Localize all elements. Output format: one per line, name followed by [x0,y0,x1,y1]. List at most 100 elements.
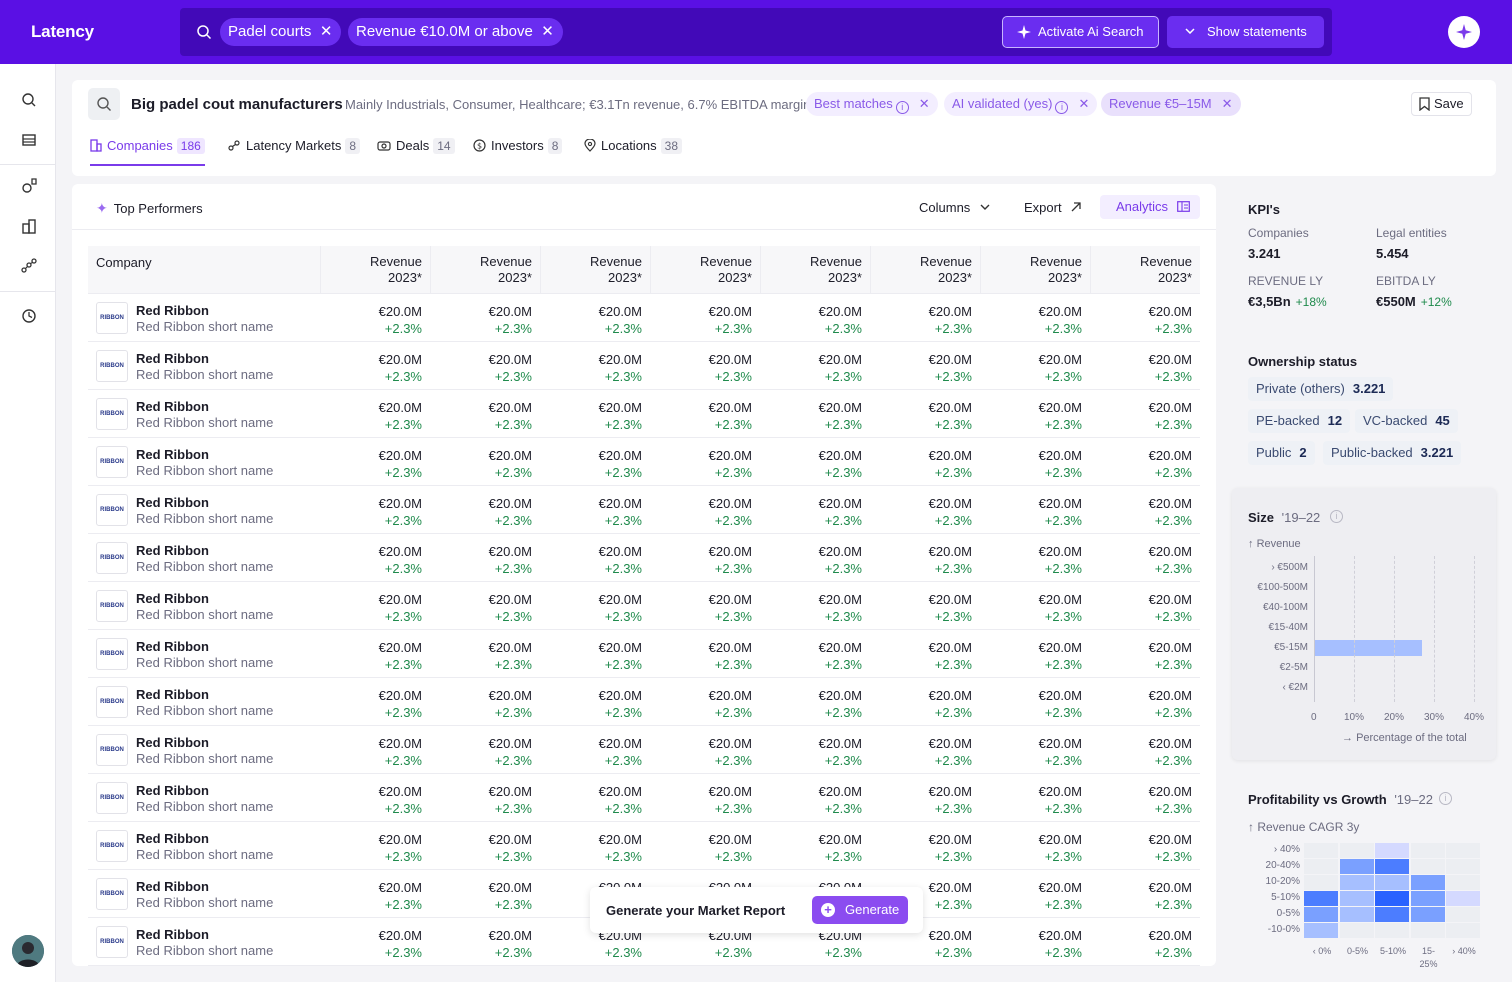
tab-locations[interactable]: Locations 38 [584,138,683,166]
heatmap-cell[interactable] [1375,891,1409,906]
column-header-revenue[interactable]: Revenue 2023* [430,246,540,294]
query-search-button[interactable] [88,88,120,120]
column-header-revenue[interactable]: Revenue 2023* [540,246,650,294]
company-name[interactable]: Red Ribbon [136,783,209,798]
heatmap-cell[interactable] [1410,923,1445,938]
search-chip-padel-courts[interactable]: Padel courts ✕ [220,18,342,46]
heatmap-cell[interactable] [1375,843,1409,858]
heatmap-cell[interactable] [1339,923,1374,938]
ownership-chip[interactable]: Public 2 [1248,441,1315,465]
save-button[interactable]: Save [1411,92,1472,116]
heatmap-cell[interactable] [1339,891,1374,906]
table-row[interactable]: RIBBON Red Ribbon Red Ribbon short name €20… [88,870,1200,918]
ownership-chip[interactable]: VC-backed 45 [1355,409,1458,433]
close-icon[interactable]: ✕ [319,23,333,40]
heatmap-cell[interactable] [1446,891,1480,906]
filter-chip-revenue[interactable]: Revenue €5–15M ✕ [1101,92,1241,116]
table-row[interactable]: RIBBON Red Ribbon Red Ribbon short name €20… [88,486,1200,534]
company-name[interactable]: Red Ribbon [136,351,209,366]
heatmap-cell[interactable] [1304,859,1338,874]
column-header-revenue[interactable]: Revenue 2023* [1090,246,1200,294]
top-performers-sort[interactable]: ✦ Top Performers [96,200,203,217]
columns-button[interactable]: Columns [919,200,990,215]
table-row[interactable]: RIBBON Red Ribbon Red Ribbon short name €20… [88,726,1200,774]
heatmap-cell[interactable] [1410,891,1445,906]
heatmap-cell[interactable] [1375,907,1409,922]
heatmap-cell[interactable] [1410,859,1445,874]
close-icon[interactable]: ✕ [918,96,930,111]
heatmap-cell[interactable] [1375,859,1409,874]
app-logo[interactable]: Latency [31,22,94,41]
analytics-button[interactable]: Analytics [1100,195,1200,219]
heatmap-cell[interactable] [1446,843,1480,858]
table-row[interactable]: RIBBON Red Ribbon Red Ribbon short name €20… [88,630,1200,678]
table-row[interactable]: RIBBON Red Ribbon Red Ribbon short name €20… [88,534,1200,582]
company-name[interactable]: Red Ribbon [136,399,209,414]
user-avatar[interactable] [12,935,44,967]
column-header-revenue[interactable]: Revenue 2023* [980,246,1090,294]
filter-chip-best-matches[interactable]: Best matches i ✕ [806,92,938,116]
close-icon[interactable]: ✕ [1078,96,1090,111]
company-name[interactable]: Red Ribbon [136,447,209,462]
heatmap-cell[interactable] [1375,875,1409,890]
heatmap-cell[interactable] [1304,907,1338,922]
heatmap-cell[interactable] [1339,859,1374,874]
heatmap-cell[interactable] [1410,875,1445,890]
company-name[interactable]: Red Ribbon [136,735,209,750]
company-name[interactable]: Red Ribbon [136,303,209,318]
company-name[interactable]: Red Ribbon [136,927,209,942]
company-name[interactable]: Red Ribbon [136,591,209,606]
info-icon[interactable]: i [1330,510,1343,523]
company-name[interactable]: Red Ribbon [136,495,209,510]
column-header-revenue[interactable]: Revenue 2023* [320,246,430,294]
heatmap-cell[interactable] [1375,923,1409,938]
tab-latency-markets[interactable]: Latency Markets 8 [228,138,361,166]
search-icon[interactable] [20,91,38,109]
size-chart-bar[interactable] [1314,640,1422,656]
close-icon[interactable]: ✕ [541,23,554,40]
tab-deals[interactable]: Deals 14 [377,138,455,166]
heatmap-cell[interactable] [1446,859,1480,874]
close-icon[interactable]: ✕ [1221,96,1233,111]
company-name[interactable]: Red Ribbon [136,831,209,846]
ownership-chip[interactable]: PE-backed 12 [1248,409,1351,433]
heatmap-cell[interactable] [1339,843,1374,858]
table-row[interactable]: RIBBON Red Ribbon Red Ribbon short name €20… [88,582,1200,630]
heatmap-cell[interactable] [1446,923,1480,938]
tab-companies[interactable]: Companies 186 [90,138,205,166]
company-name[interactable]: Red Ribbon [136,879,209,894]
heatmap-cell[interactable] [1446,875,1480,890]
heatmap-cell[interactable] [1304,891,1338,906]
company-name[interactable]: Red Ribbon [136,687,209,702]
table-row[interactable]: RIBBON Red Ribbon Red Ribbon short name €20… [88,774,1200,822]
heatmap-cell[interactable] [1339,875,1374,890]
info-icon[interactable]: i [1055,101,1069,114]
network-icon[interactable] [20,257,38,275]
company-name[interactable]: Red Ribbon [136,543,209,558]
info-icon[interactable]: i [895,101,909,114]
column-header-revenue[interactable]: Revenue 2023* [650,246,760,294]
list-icon[interactable] [20,131,38,149]
people-search-icon[interactable] [20,177,38,195]
heatmap-cell[interactable] [1304,923,1338,938]
heatmap-cell[interactable] [1410,843,1445,858]
ownership-chip[interactable]: Public-backed 3.221 [1323,441,1462,465]
column-header-revenue[interactable]: Revenue 2023* [870,246,980,294]
ownership-chip[interactable]: Private (others) 3.221 [1248,377,1394,401]
buildings-icon[interactable] [20,217,38,235]
filter-chip-ai-validated[interactable]: AI validated (yes) i ✕ [944,92,1098,116]
table-row[interactable]: RIBBON Red Ribbon Red Ribbon short name €20… [88,342,1200,390]
assistant-button[interactable] [1448,16,1480,48]
activate-ai-search-button[interactable]: Activate Ai Search [1002,16,1159,48]
generate-button[interactable]: + Generate [812,896,908,924]
history-icon[interactable] [20,307,38,325]
heatmap-cell[interactable] [1339,907,1374,922]
heatmap-cell[interactable] [1446,907,1480,922]
tab-investors[interactable]: $ Investors 8 [473,138,563,166]
heatmap-cell[interactable] [1304,875,1338,890]
heatmap-cell[interactable] [1410,907,1445,922]
table-row[interactable]: RIBBON Red Ribbon Red Ribbon short name €20… [88,678,1200,726]
table-row[interactable]: RIBBON Red Ribbon Red Ribbon short name €20… [88,438,1200,486]
show-statements-button[interactable]: Show statements [1167,16,1324,48]
info-icon[interactable]: i [1439,792,1452,805]
